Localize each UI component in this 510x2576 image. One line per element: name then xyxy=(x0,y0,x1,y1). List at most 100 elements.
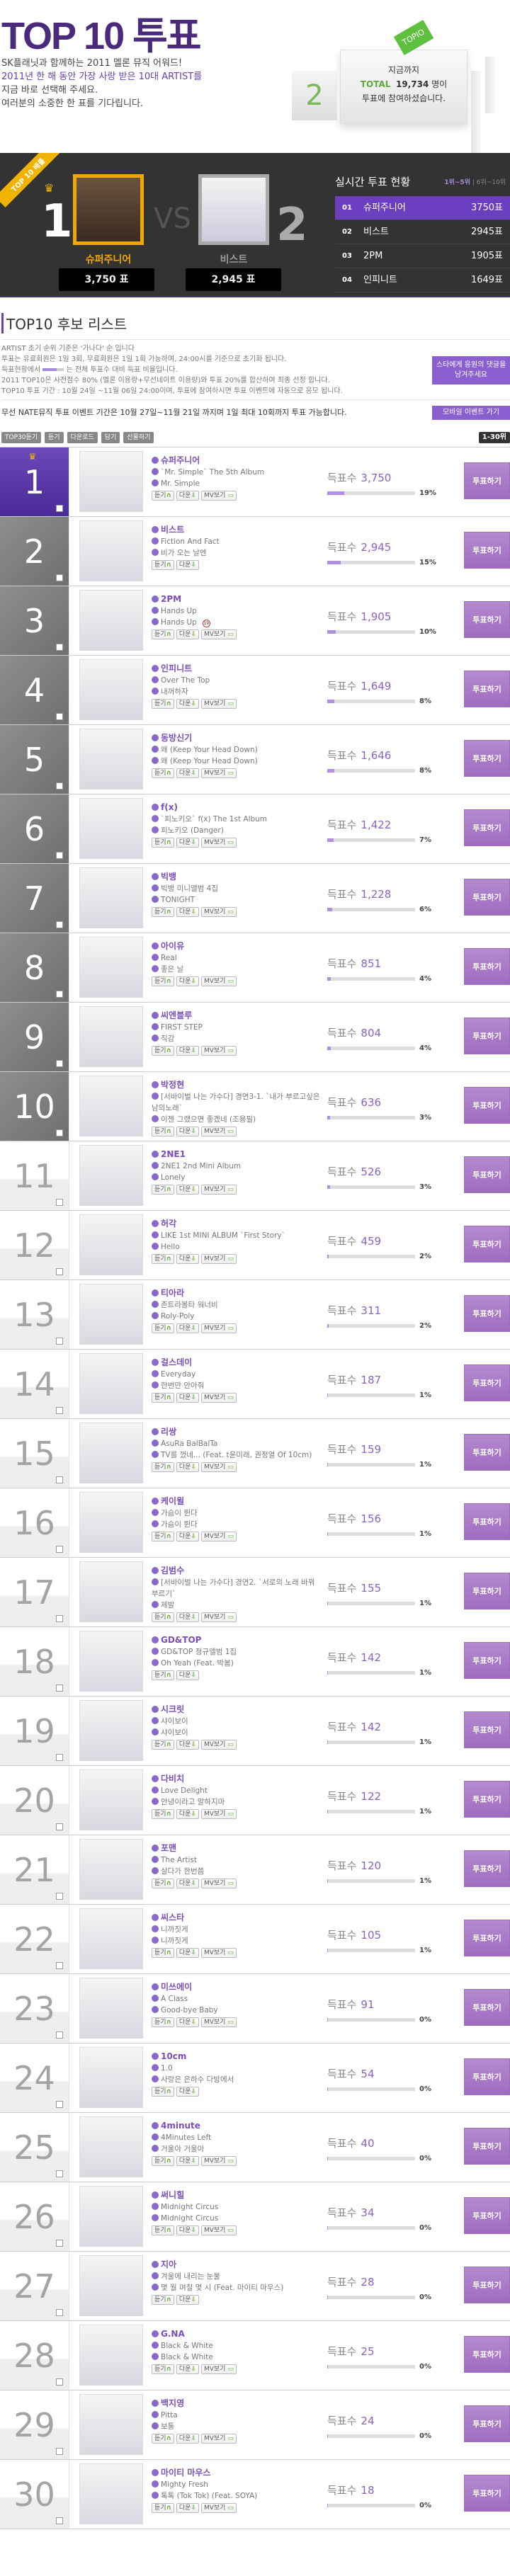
vote-button[interactable]: 투표하기 xyxy=(464,1434,510,1471)
mv-button[interactable]: MV보기 ▭ xyxy=(200,768,237,778)
artist-link[interactable]: 리쌍 xyxy=(152,1426,320,1437)
gift-button[interactable]: 선물하기 xyxy=(123,432,154,443)
vote-button[interactable]: 투표하기 xyxy=(464,1226,510,1263)
artist-link[interactable]: 인피니트 xyxy=(152,663,320,674)
mv-button[interactable]: MV보기 ▭ xyxy=(200,491,237,501)
download-button[interactable]: 다운⇩ xyxy=(176,1948,199,1958)
artist-photo[interactable] xyxy=(79,1353,143,1414)
listen-button[interactable]: 듣기∩ xyxy=(152,1462,174,1472)
first-artist-photo[interactable] xyxy=(73,174,144,245)
album-link[interactable]: Hands Up xyxy=(152,605,320,617)
mv-button[interactable]: MV보기 ▭ xyxy=(200,1046,237,1056)
artist-photo[interactable] xyxy=(79,2394,143,2455)
song-link[interactable]: 사랑은 은하수 다방에서 xyxy=(152,2074,320,2085)
album-link[interactable]: Over The Top xyxy=(152,675,320,686)
select-checkbox[interactable] xyxy=(56,1893,63,1900)
listen-button[interactable]: 듣기∩ xyxy=(152,2017,174,2027)
song-link[interactable]: 몇 월 며칠 몇 시 (Feat. 마이티 마우스) xyxy=(152,2282,320,2293)
album-link[interactable]: 2NE1 2nd Mini Album xyxy=(152,1161,320,1172)
select-checkbox[interactable] xyxy=(56,1199,63,1206)
listen-button[interactable]: 듣기∩ xyxy=(152,699,174,709)
listen-button[interactable]: 듣기∩ xyxy=(152,1670,174,1680)
artist-photo[interactable] xyxy=(79,520,143,581)
listen-button[interactable]: 듣기∩ xyxy=(152,560,174,570)
artist-link[interactable]: 김범수 xyxy=(152,1565,320,1576)
select-checkbox[interactable] xyxy=(56,782,63,790)
album-link[interactable]: 니까짓게 xyxy=(152,1924,320,1935)
song-link[interactable]: 피노키오 (Danger) xyxy=(152,825,320,836)
select-checkbox[interactable] xyxy=(56,1962,63,1969)
download-button[interactable]: 다운⇩ xyxy=(176,1740,199,1750)
download-button[interactable]: 다운⇩ xyxy=(176,1185,199,1195)
select-checkbox[interactable] xyxy=(56,713,63,720)
listen-button[interactable]: 듣기∩ xyxy=(152,2087,174,2097)
album-link[interactable]: Everyday xyxy=(152,1369,320,1380)
vote-button[interactable]: 투표하기 xyxy=(464,2267,510,2303)
album-link[interactable]: [서바이벌 나는 가수다] 경연2. `서로의 노래 바꿔 부르기` xyxy=(152,1578,315,1598)
album-link[interactable]: 존트라볼타 워너비 xyxy=(152,1299,320,1311)
artist-link[interactable]: f(x) xyxy=(152,802,320,813)
vote-button[interactable]: 투표하기 xyxy=(464,1018,510,1054)
mv-button[interactable]: MV보기 ▭ xyxy=(200,699,237,709)
artist-photo[interactable] xyxy=(79,1006,143,1067)
artist-link[interactable]: 슈퍼주니어 xyxy=(152,455,320,466)
select-checkbox[interactable] xyxy=(56,852,63,859)
artist-photo[interactable] xyxy=(79,2116,143,2177)
mv-button[interactable]: MV보기 ▭ xyxy=(200,907,237,917)
song-link[interactable]: 이젠 그랬으면 좋겠네 (조용필) xyxy=(152,1114,320,1125)
song-link[interactable]: 왜 (Keep Your Head Down) xyxy=(152,756,320,767)
song-link[interactable]: 거울아 거울아 xyxy=(152,2143,320,2155)
vote-button[interactable]: 투표하기 xyxy=(464,2197,510,2234)
realtime-item[interactable]: 05동방신기1646표 xyxy=(335,292,510,295)
download-button[interactable]: 다운⇩ xyxy=(176,976,199,986)
song-link[interactable]: Mr. Simple xyxy=(152,478,320,489)
artist-link[interactable]: 백지영 xyxy=(152,2398,320,2409)
artist-photo[interactable] xyxy=(79,2463,143,2524)
artist-photo[interactable] xyxy=(79,1214,143,1275)
select-checkbox[interactable] xyxy=(56,1338,63,1345)
download-button[interactable]: 다운⇩ xyxy=(176,560,199,570)
vote-button[interactable]: 투표하기 xyxy=(464,1920,510,1956)
artist-link[interactable]: G.NA xyxy=(152,2328,320,2340)
artist-photo[interactable] xyxy=(79,2186,143,2247)
artist-photo[interactable] xyxy=(79,2325,143,2386)
select-checkbox[interactable] xyxy=(56,1060,63,1067)
album-link[interactable]: The Artist xyxy=(152,1854,320,1866)
mv-button[interactable]: MV보기 ▭ xyxy=(200,1323,237,1333)
select-checkbox[interactable] xyxy=(56,574,63,581)
download-button[interactable]: 다운⇩ xyxy=(176,699,199,709)
select-checkbox[interactable] xyxy=(56,2448,63,2455)
artist-link[interactable]: 씨엔블루 xyxy=(152,1010,320,1021)
vote-button[interactable]: 투표하기 xyxy=(464,1573,510,1609)
artist-link[interactable]: 시크릿 xyxy=(152,1704,320,1715)
mv-button[interactable]: MV보기 ▭ xyxy=(200,629,237,639)
album-link[interactable]: LIKE 1st MINI ALBUM `First Story` xyxy=(152,1230,320,1241)
artist-photo[interactable] xyxy=(79,1631,143,1692)
listen-button[interactable]: 듣기∩ xyxy=(152,1612,174,1622)
mv-button[interactable]: MV보기 ▭ xyxy=(200,1948,237,1958)
song-link[interactable]: 니까짓게 xyxy=(152,1935,320,1947)
download-button[interactable]: 다운⇩ xyxy=(176,838,199,848)
vote-button[interactable]: 투표하기 xyxy=(464,1087,510,1124)
listen-button[interactable]: 듣기∩ xyxy=(152,629,174,639)
select-checkbox[interactable] xyxy=(56,505,63,512)
song-link[interactable]: 한번만 안아줘 xyxy=(152,1380,320,1391)
vote-button[interactable]: 투표하기 xyxy=(464,2405,510,2442)
song-link[interactable]: 직감 xyxy=(152,1033,320,1044)
mv-button[interactable]: MV보기 ▭ xyxy=(200,2364,237,2374)
vote-button[interactable]: 투표하기 xyxy=(464,2058,510,2095)
listen-button[interactable]: 듣기∩ xyxy=(152,1127,174,1136)
listen-button[interactable]: 듣기∩ xyxy=(152,838,174,848)
artist-photo[interactable] xyxy=(79,1423,143,1483)
listen-button[interactable]: 듣기∩ xyxy=(152,1948,174,1958)
mv-button[interactable]: MV보기 ▭ xyxy=(200,1532,237,1541)
mv-button[interactable]: MV보기 ▭ xyxy=(200,1127,237,1136)
artist-photo[interactable] xyxy=(79,1908,143,1969)
download-button[interactable]: 다운⇩ xyxy=(176,1462,199,1472)
select-checkbox[interactable] xyxy=(56,644,63,651)
artist-link[interactable]: 빅뱅 xyxy=(152,871,320,882)
select-checkbox[interactable] xyxy=(56,1823,63,1830)
song-link[interactable]: TV를 껐네... (Feat. t윤미래, 권정열 Of 10cm) xyxy=(152,1449,320,1461)
tab-rank-1-5[interactable]: 1위~5위 xyxy=(444,179,470,186)
artist-link[interactable]: 티아라 xyxy=(152,1287,320,1299)
